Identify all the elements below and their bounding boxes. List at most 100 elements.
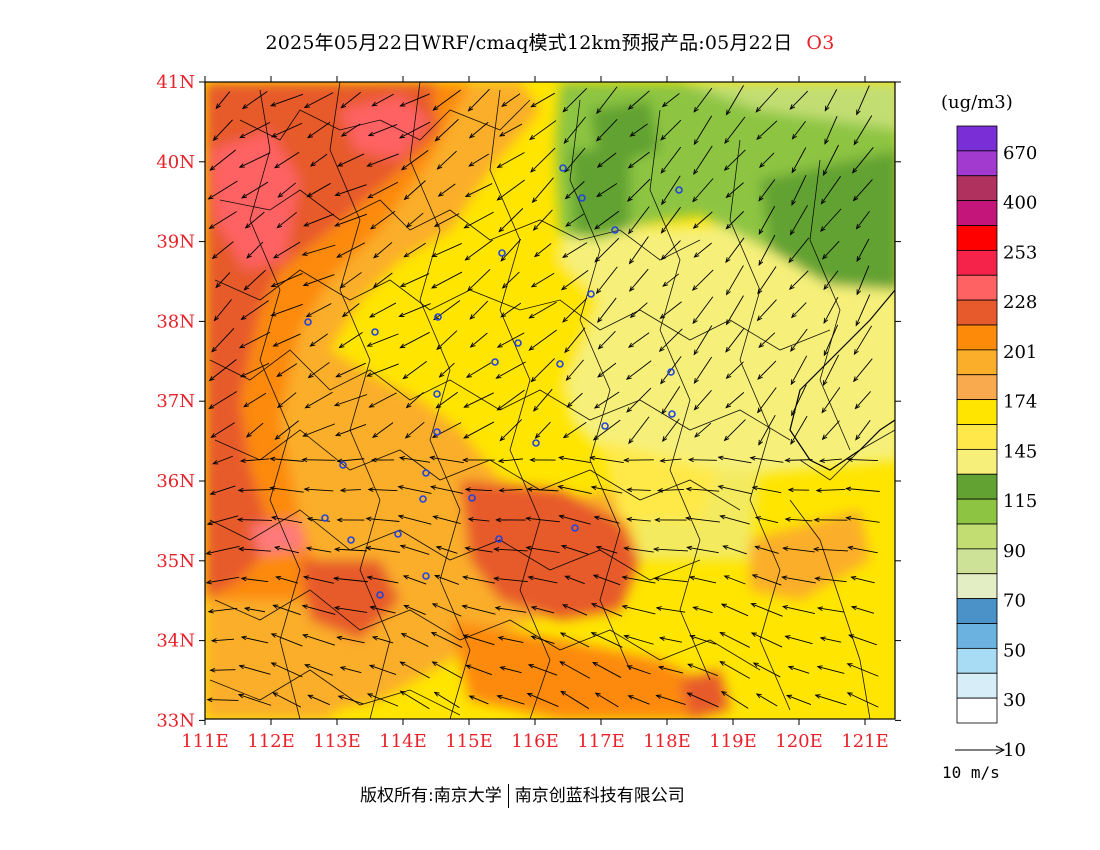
title-text: 2025年05月22日WRF/cmaq模式12km预报产品:05月22日: [265, 32, 793, 54]
wind-arrow: [563, 421, 587, 439]
wind-arrowhead: [276, 223, 283, 229]
wind-arrowhead: [686, 692, 693, 698]
wind-arrow: [528, 664, 558, 676]
wind-arrow: [277, 392, 297, 408]
wind-arrow: [596, 266, 618, 294]
wind-arrowhead: [500, 312, 507, 318]
wind-arrowhead: [628, 228, 634, 235]
wind-arrow: [687, 663, 719, 677]
wind-arrowhead: [431, 252, 438, 258]
wind-arrowhead: [720, 690, 727, 696]
city-marker-icon: [578, 194, 586, 202]
wind-arrow: [241, 577, 269, 583]
wind-arrowhead: [534, 433, 541, 439]
wind-arrowhead: [756, 134, 762, 140]
legend-swatch: [956, 473, 998, 500]
wind-arrow: [273, 333, 301, 347]
wind-arrowhead: [238, 163, 245, 168]
wind-arrow: [470, 332, 488, 348]
wind-arrowhead: [623, 457, 630, 463]
wind-arrowhead: [754, 516, 762, 521]
wind-arrowhead: [791, 167, 797, 174]
wind-arrow: [853, 325, 873, 355]
wind-arrow: [367, 181, 399, 199]
city-marker-icon: [321, 514, 329, 522]
wind-arrow: [367, 153, 399, 167]
wind-arrow: [210, 669, 236, 671]
wind-arrowhead: [689, 634, 696, 640]
wind-arrow: [527, 693, 559, 707]
wind-arrowhead: [399, 282, 406, 287]
wind-arrow: [498, 637, 524, 643]
wind-arrow: [782, 606, 816, 614]
wind-arrowhead: [209, 490, 216, 495]
lon-label: 117E: [577, 731, 625, 752]
wind-arrow: [462, 605, 496, 615]
wind-arrowhead: [403, 252, 410, 258]
lon-label: 121E: [841, 731, 889, 752]
wind-arrowhead: [237, 546, 245, 552]
wind-arrow: [274, 151, 300, 169]
wind-arrowhead: [686, 545, 693, 551]
wind-arrow: [436, 546, 458, 554]
wind-arrowhead: [820, 198, 826, 205]
wind-arrow: [824, 89, 838, 111]
wind-arrow: [211, 638, 235, 642]
wind-arrow: [591, 603, 623, 617]
wind-arrowhead: [846, 457, 853, 462]
wind-arrow: [433, 300, 461, 320]
city-marker-icon: [304, 318, 312, 326]
wind-arrowhead: [751, 574, 758, 579]
wind-arrowhead: [528, 345, 535, 351]
wind-arrowhead: [527, 575, 534, 581]
wind-arrow: [494, 577, 528, 583]
wind-arrow: [815, 694, 847, 706]
wind-arrow: [594, 210, 620, 230]
lat-label: 36N: [156, 471, 195, 492]
wind-arrowhead: [719, 661, 726, 666]
wind-arrow: [726, 85, 744, 115]
wind-arrow: [847, 663, 879, 677]
lon-label: 112E: [247, 731, 295, 752]
wind-arrow: [564, 327, 586, 353]
wind-arrow: [215, 91, 231, 109]
wind-arrowhead: [720, 603, 727, 609]
wind-arrow: [369, 664, 397, 676]
legend-swatch: [956, 299, 998, 326]
wind-arrowhead: [210, 432, 217, 438]
wind-arrowhead: [212, 459, 219, 465]
wind-arrowhead: [850, 575, 857, 581]
wind-arrow: [335, 548, 367, 552]
wind-arrowhead: [307, 133, 313, 139]
legend-swatch: [956, 200, 998, 226]
wind-arrowhead: [755, 693, 762, 699]
wind-arrowhead: [750, 632, 757, 637]
wind-arrow: [662, 273, 680, 287]
wind-arrow: [851, 576, 875, 584]
wind-arrow: [241, 181, 269, 199]
wind-arrowhead: [687, 457, 694, 463]
wind-key: 10 m/s: [942, 745, 1006, 782]
wind-arrowhead: [856, 109, 861, 116]
wind-arrow: [662, 93, 680, 107]
wind-arrowhead: [595, 135, 602, 142]
wind-arrowhead: [302, 281, 309, 287]
wind-arrow: [594, 391, 620, 409]
wind-arrowhead: [725, 223, 732, 230]
wind-arrowhead: [693, 404, 700, 411]
wind-arrowhead: [531, 197, 538, 204]
wind-arrow: [693, 115, 713, 145]
wind-arrowhead: [369, 224, 376, 230]
wind-arrow: [824, 116, 838, 144]
wind-arrow: [757, 299, 777, 321]
wind-arrow: [244, 607, 266, 613]
wind-arrowhead: [434, 136, 441, 142]
wind-arrowhead: [852, 195, 859, 202]
wind-arrow: [689, 459, 717, 461]
wind-arrowhead: [790, 379, 796, 386]
wind-arrow: [627, 665, 651, 675]
wind-arrowhead: [270, 662, 277, 667]
wind-arrowhead: [854, 403, 861, 410]
wind-arrow: [661, 175, 681, 205]
